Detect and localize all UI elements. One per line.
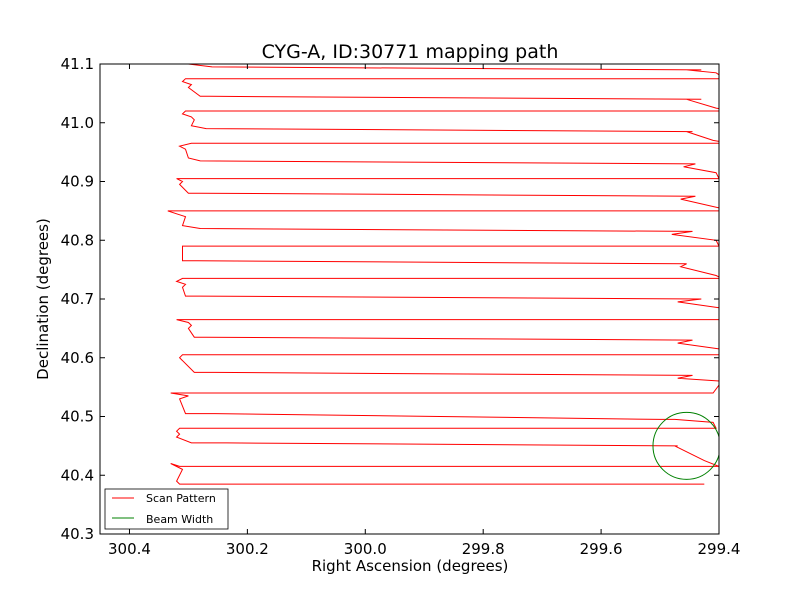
y-tick-label: 40.9 xyxy=(61,173,94,191)
x-tick-label: 300.2 xyxy=(226,540,269,558)
y-tick-label: 41.1 xyxy=(61,55,94,73)
y-tick-label: 40.3 xyxy=(61,525,94,543)
y-axis-label: Declination (degrees) xyxy=(34,218,52,380)
legend-label-scan-pattern: Scan Pattern xyxy=(146,492,216,505)
x-axis: 300.4 300.2 300.0 299.8 299.6 299.4 xyxy=(108,64,740,558)
scan-pattern-line xyxy=(167,64,719,485)
x-tick-label: 299.8 xyxy=(462,540,505,558)
series-layer xyxy=(167,64,719,485)
x-tick-label: 300.0 xyxy=(344,540,387,558)
y-tick-label: 40.8 xyxy=(61,231,94,249)
y-tick-label: 41.0 xyxy=(61,114,94,132)
x-tick-label: 299.4 xyxy=(698,540,741,558)
legend: Scan Pattern Beam Width xyxy=(104,488,229,530)
beam-width-circle xyxy=(652,411,719,480)
y-tick-label: 40.5 xyxy=(61,408,94,426)
legend-box xyxy=(104,488,229,530)
chart-title: CYG-A, ID:30771 mapping path xyxy=(262,41,559,63)
y-axis: 40.3 40.4 40.5 40.6 40.7 40.8 40.9 41.0 41.1 xyxy=(61,55,719,543)
x-tick-label: 300.4 xyxy=(108,540,151,558)
x-tick-label: 299.6 xyxy=(580,540,623,558)
y-tick-label: 40.6 xyxy=(61,349,94,367)
legend-label-beam-width: Beam Width xyxy=(146,513,213,526)
y-tick-label: 40.4 xyxy=(61,466,94,484)
y-tick-label: 40.7 xyxy=(61,290,94,308)
x-axis-label: Right Ascension (degrees) xyxy=(312,557,509,575)
